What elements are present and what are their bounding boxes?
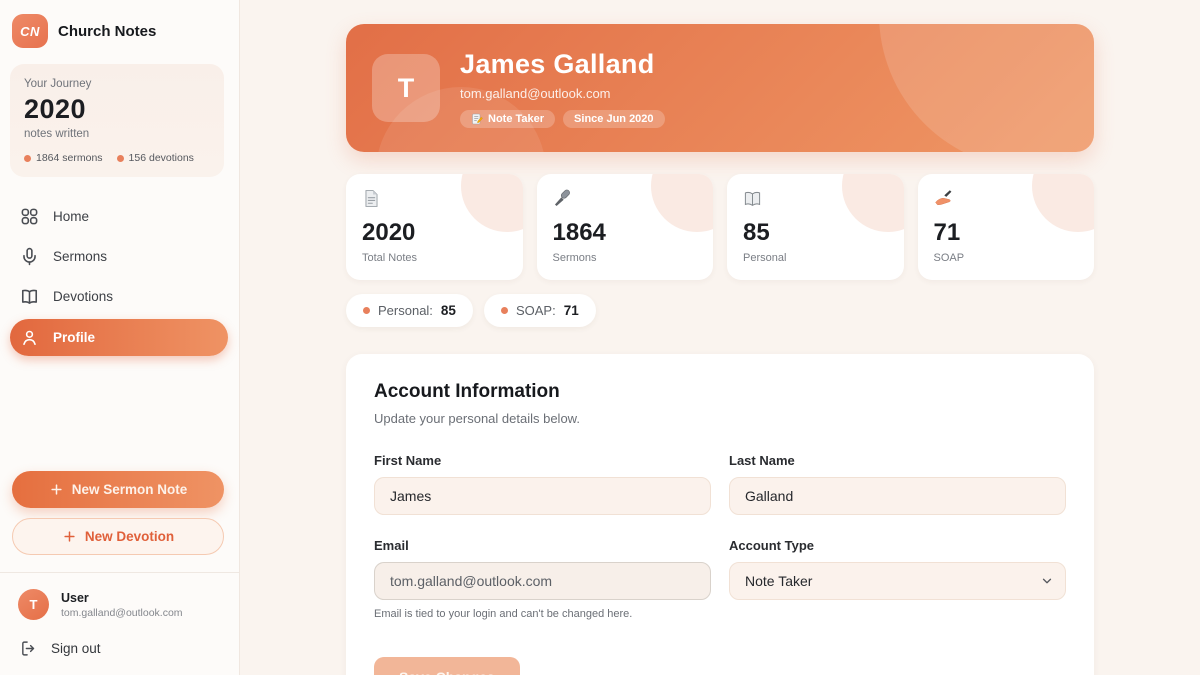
- last-name-input[interactable]: [729, 477, 1066, 515]
- journey-caption: notes written: [24, 128, 90, 140]
- save-changes-button[interactable]: Save Changes: [374, 657, 520, 675]
- stat-label: SOAP: [933, 252, 965, 264]
- stat-label: Personal: [743, 252, 787, 264]
- journey-label: Your Journey: [24, 78, 92, 90]
- plus-icon: [51, 484, 62, 495]
- pill-value: 71: [563, 303, 579, 318]
- user-email: tom.galland@outlook.com: [61, 606, 183, 619]
- email-field-group: Email Email is tied to your login and ca…: [374, 538, 711, 620]
- account-type-label: Account Type: [729, 538, 814, 553]
- microphone-icon: [554, 189, 570, 207]
- new-devotion-label: New Devotion: [84, 529, 175, 544]
- profile-header-card: T James Galland tom.galland@outlook.com …: [346, 24, 1094, 152]
- decorative-circle: [879, 24, 1094, 152]
- stat-card-soap: 71 SOAP: [917, 174, 1094, 280]
- grid-icon: [21, 208, 38, 225]
- sidebar-divider: [0, 572, 239, 573]
- orange-dot-icon: [24, 154, 31, 162]
- memo-icon: [472, 113, 483, 124]
- role-badge: Note Taker: [460, 109, 556, 128]
- stat-label: Sermons: [552, 252, 597, 264]
- email-input: [374, 562, 711, 600]
- first-name-input[interactable]: [374, 477, 711, 515]
- role-badge-label: Note Taker: [488, 112, 545, 125]
- stat-card-personal: 85 Personal: [727, 174, 904, 280]
- person-icon: [23, 330, 36, 346]
- orange-dot-icon: [116, 154, 124, 162]
- first-name-field-group: First Name: [374, 453, 711, 515]
- member-since-label: Since Jun 2020: [574, 112, 654, 125]
- last-name-field-group: Last Name: [729, 453, 1066, 515]
- first-name-label: First Name: [374, 453, 442, 468]
- pill-value: 85: [440, 303, 456, 318]
- last-name-label: Last Name: [729, 453, 795, 468]
- profile-email: tom.galland@outlook.com: [460, 85, 611, 101]
- journey-sermons-stat: 1864 sermons: [24, 152, 103, 164]
- orange-dot-icon: [500, 307, 508, 314]
- new-devotion-button[interactable]: New Devotion: [12, 518, 224, 555]
- journey-summary-card: Your Journey 2020 notes written 1864 ser…: [10, 64, 224, 177]
- stat-value: 71: [933, 219, 961, 246]
- new-sermon-note-button[interactable]: New Sermon Note: [12, 471, 224, 508]
- journey-devotions-label: 156 devotions: [128, 152, 194, 164]
- brand: CN Church Notes: [0, 14, 239, 48]
- journey-devotions-stat: 156 devotions: [116, 152, 194, 164]
- account-type-field-group: Account Type Note Taker: [729, 538, 1066, 620]
- email-label: Email: [374, 538, 409, 553]
- user-account-row[interactable]: T User tom.galland@outlook.com: [0, 589, 239, 620]
- sign-out-label: Sign out: [51, 641, 101, 656]
- new-sermon-note-label: New Sermon Note: [71, 482, 188, 497]
- sidebar-item-label: Home: [53, 209, 90, 224]
- stats-row: 2020 Total Notes 1864 Sermons 85: [346, 174, 1094, 280]
- writing-hand-icon: [934, 190, 951, 206]
- sidebar-item-sermons[interactable]: Sermons: [10, 239, 228, 274]
- open-book-icon: [21, 289, 38, 304]
- sidebar-nav: Home Sermons Devotions Profile: [0, 199, 239, 356]
- pill-label: SOAP:: [515, 303, 556, 318]
- sidebar-item-profile[interactable]: Profile: [10, 319, 228, 356]
- sidebar: CN Church Notes Your Journey 2020 notes …: [0, 0, 240, 675]
- soap-count-pill: SOAP: 71: [483, 294, 596, 327]
- avatar: T: [18, 589, 49, 620]
- account-section-title: Account Information: [374, 381, 560, 402]
- sidebar-item-label: Sermons: [53, 249, 108, 264]
- sidebar-item-devotions[interactable]: Devotions: [10, 279, 228, 314]
- account-type-select[interactable]: Note Taker: [729, 562, 1066, 600]
- user-name: User: [61, 590, 89, 605]
- stat-card-sermons: 1864 Sermons: [536, 174, 713, 280]
- pill-label: Personal:: [378, 303, 433, 318]
- stat-value: 1864: [552, 219, 606, 246]
- plus-icon: [64, 531, 75, 542]
- microphone-icon: [23, 247, 36, 266]
- personal-count-pill: Personal: 85: [346, 294, 473, 327]
- stat-value: 85: [743, 219, 770, 246]
- app-title: Church Notes: [58, 22, 157, 40]
- journey-count: 2020: [24, 94, 87, 124]
- app-logo-icon: CN: [12, 14, 48, 48]
- main-content: T James Galland tom.galland@outlook.com …: [240, 0, 1200, 675]
- journey-sermons-label: 1864 sermons: [36, 152, 103, 164]
- account-section-subtitle: Update your personal details below.: [374, 411, 580, 426]
- sign-out-button[interactable]: Sign out: [20, 640, 227, 657]
- sidebar-item-label: Devotions: [53, 289, 114, 304]
- stat-card-total-notes: 2020 Total Notes: [346, 174, 523, 280]
- profile-avatar: T: [372, 54, 440, 122]
- page-icon: [365, 190, 378, 207]
- sidebar-item-home[interactable]: Home: [10, 199, 228, 234]
- email-helper-text: Email is tied to your login and can't be…: [374, 608, 633, 620]
- logout-icon: [22, 641, 35, 656]
- account-information-card: Account Information Update your personal…: [346, 354, 1094, 675]
- summary-pills: Personal: 85 SOAP: 71: [346, 294, 1094, 327]
- stat-value: 2020: [362, 219, 416, 246]
- stat-label: Total Notes: [362, 252, 418, 264]
- open-book-icon: [744, 191, 761, 206]
- orange-dot-icon: [363, 307, 370, 314]
- member-since-badge: Since Jun 2020: [563, 109, 665, 128]
- sidebar-item-label: Profile: [53, 330, 96, 345]
- profile-name: James Galland: [460, 48, 655, 79]
